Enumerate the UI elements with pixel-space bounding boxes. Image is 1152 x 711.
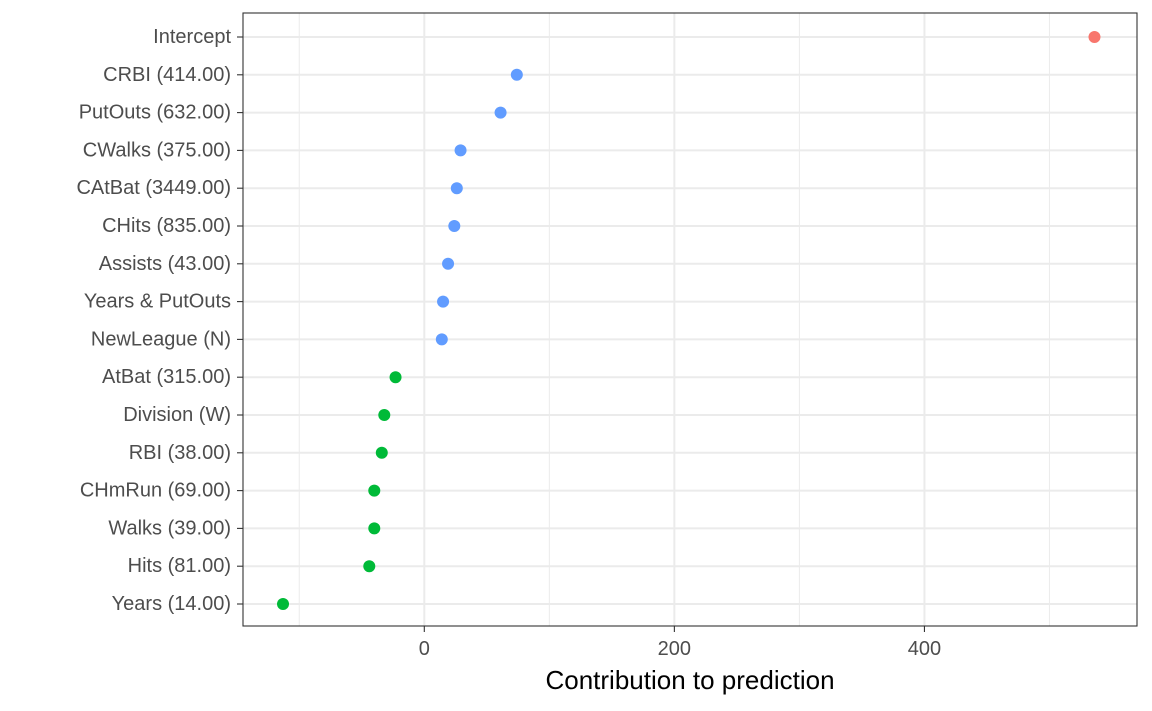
x-tick-label: 0 xyxy=(419,638,430,660)
data-point xyxy=(1088,31,1101,43)
data-point xyxy=(277,598,290,610)
data-points xyxy=(277,31,1101,610)
data-point xyxy=(375,446,388,459)
y-tick-label: RBI (38.00) xyxy=(129,442,231,464)
data-point xyxy=(448,220,461,232)
data-point xyxy=(450,182,463,195)
data-point xyxy=(368,484,381,497)
x-axis-title: Contribution to prediction xyxy=(545,665,834,695)
y-axis: Intercept CRBI (414.00) PutOuts (632.00) CW… xyxy=(76,26,243,615)
y-tick-label: CAtBat (3449.00) xyxy=(76,177,231,199)
data-point xyxy=(442,257,455,270)
y-tick-label: Years & PutOuts xyxy=(84,291,231,313)
y-tick-label: CRBI (414.00) xyxy=(103,64,231,86)
major-gridlines xyxy=(243,13,1137,626)
x-axis: 0 200 400 xyxy=(419,626,941,660)
data-point xyxy=(363,560,376,573)
y-tick-label: Intercept xyxy=(153,26,231,48)
data-point xyxy=(510,68,523,81)
panel-border xyxy=(242,12,1138,627)
y-tick-label: PutOuts (632.00) xyxy=(79,102,231,124)
y-tick-label: Division (W) xyxy=(123,404,231,426)
y-tick-label: Walks (39.00) xyxy=(108,517,231,539)
data-point xyxy=(437,295,450,308)
data-point xyxy=(378,409,391,421)
minor-gridlines xyxy=(298,13,1050,626)
y-tick-label: Assists (43.00) xyxy=(99,253,231,275)
data-point xyxy=(368,522,381,535)
x-tick-label: 200 xyxy=(658,638,691,660)
y-tick-label: CHits (835.00) xyxy=(102,215,231,237)
y-tick-label: CWalks (375.00) xyxy=(83,139,231,161)
y-tick-label: CHmRun (69.00) xyxy=(80,480,231,502)
y-tick-label: Hits (81.00) xyxy=(128,555,231,577)
data-point xyxy=(389,371,402,384)
data-point xyxy=(435,333,448,346)
y-tick-label: Years (14.00) xyxy=(112,593,231,615)
y-tick-label: AtBat (315.00) xyxy=(102,366,231,388)
y-tick-label: NewLeague (N) xyxy=(91,328,231,350)
data-point xyxy=(494,106,507,119)
data-point xyxy=(454,144,467,157)
x-tick-label: 400 xyxy=(908,638,941,660)
